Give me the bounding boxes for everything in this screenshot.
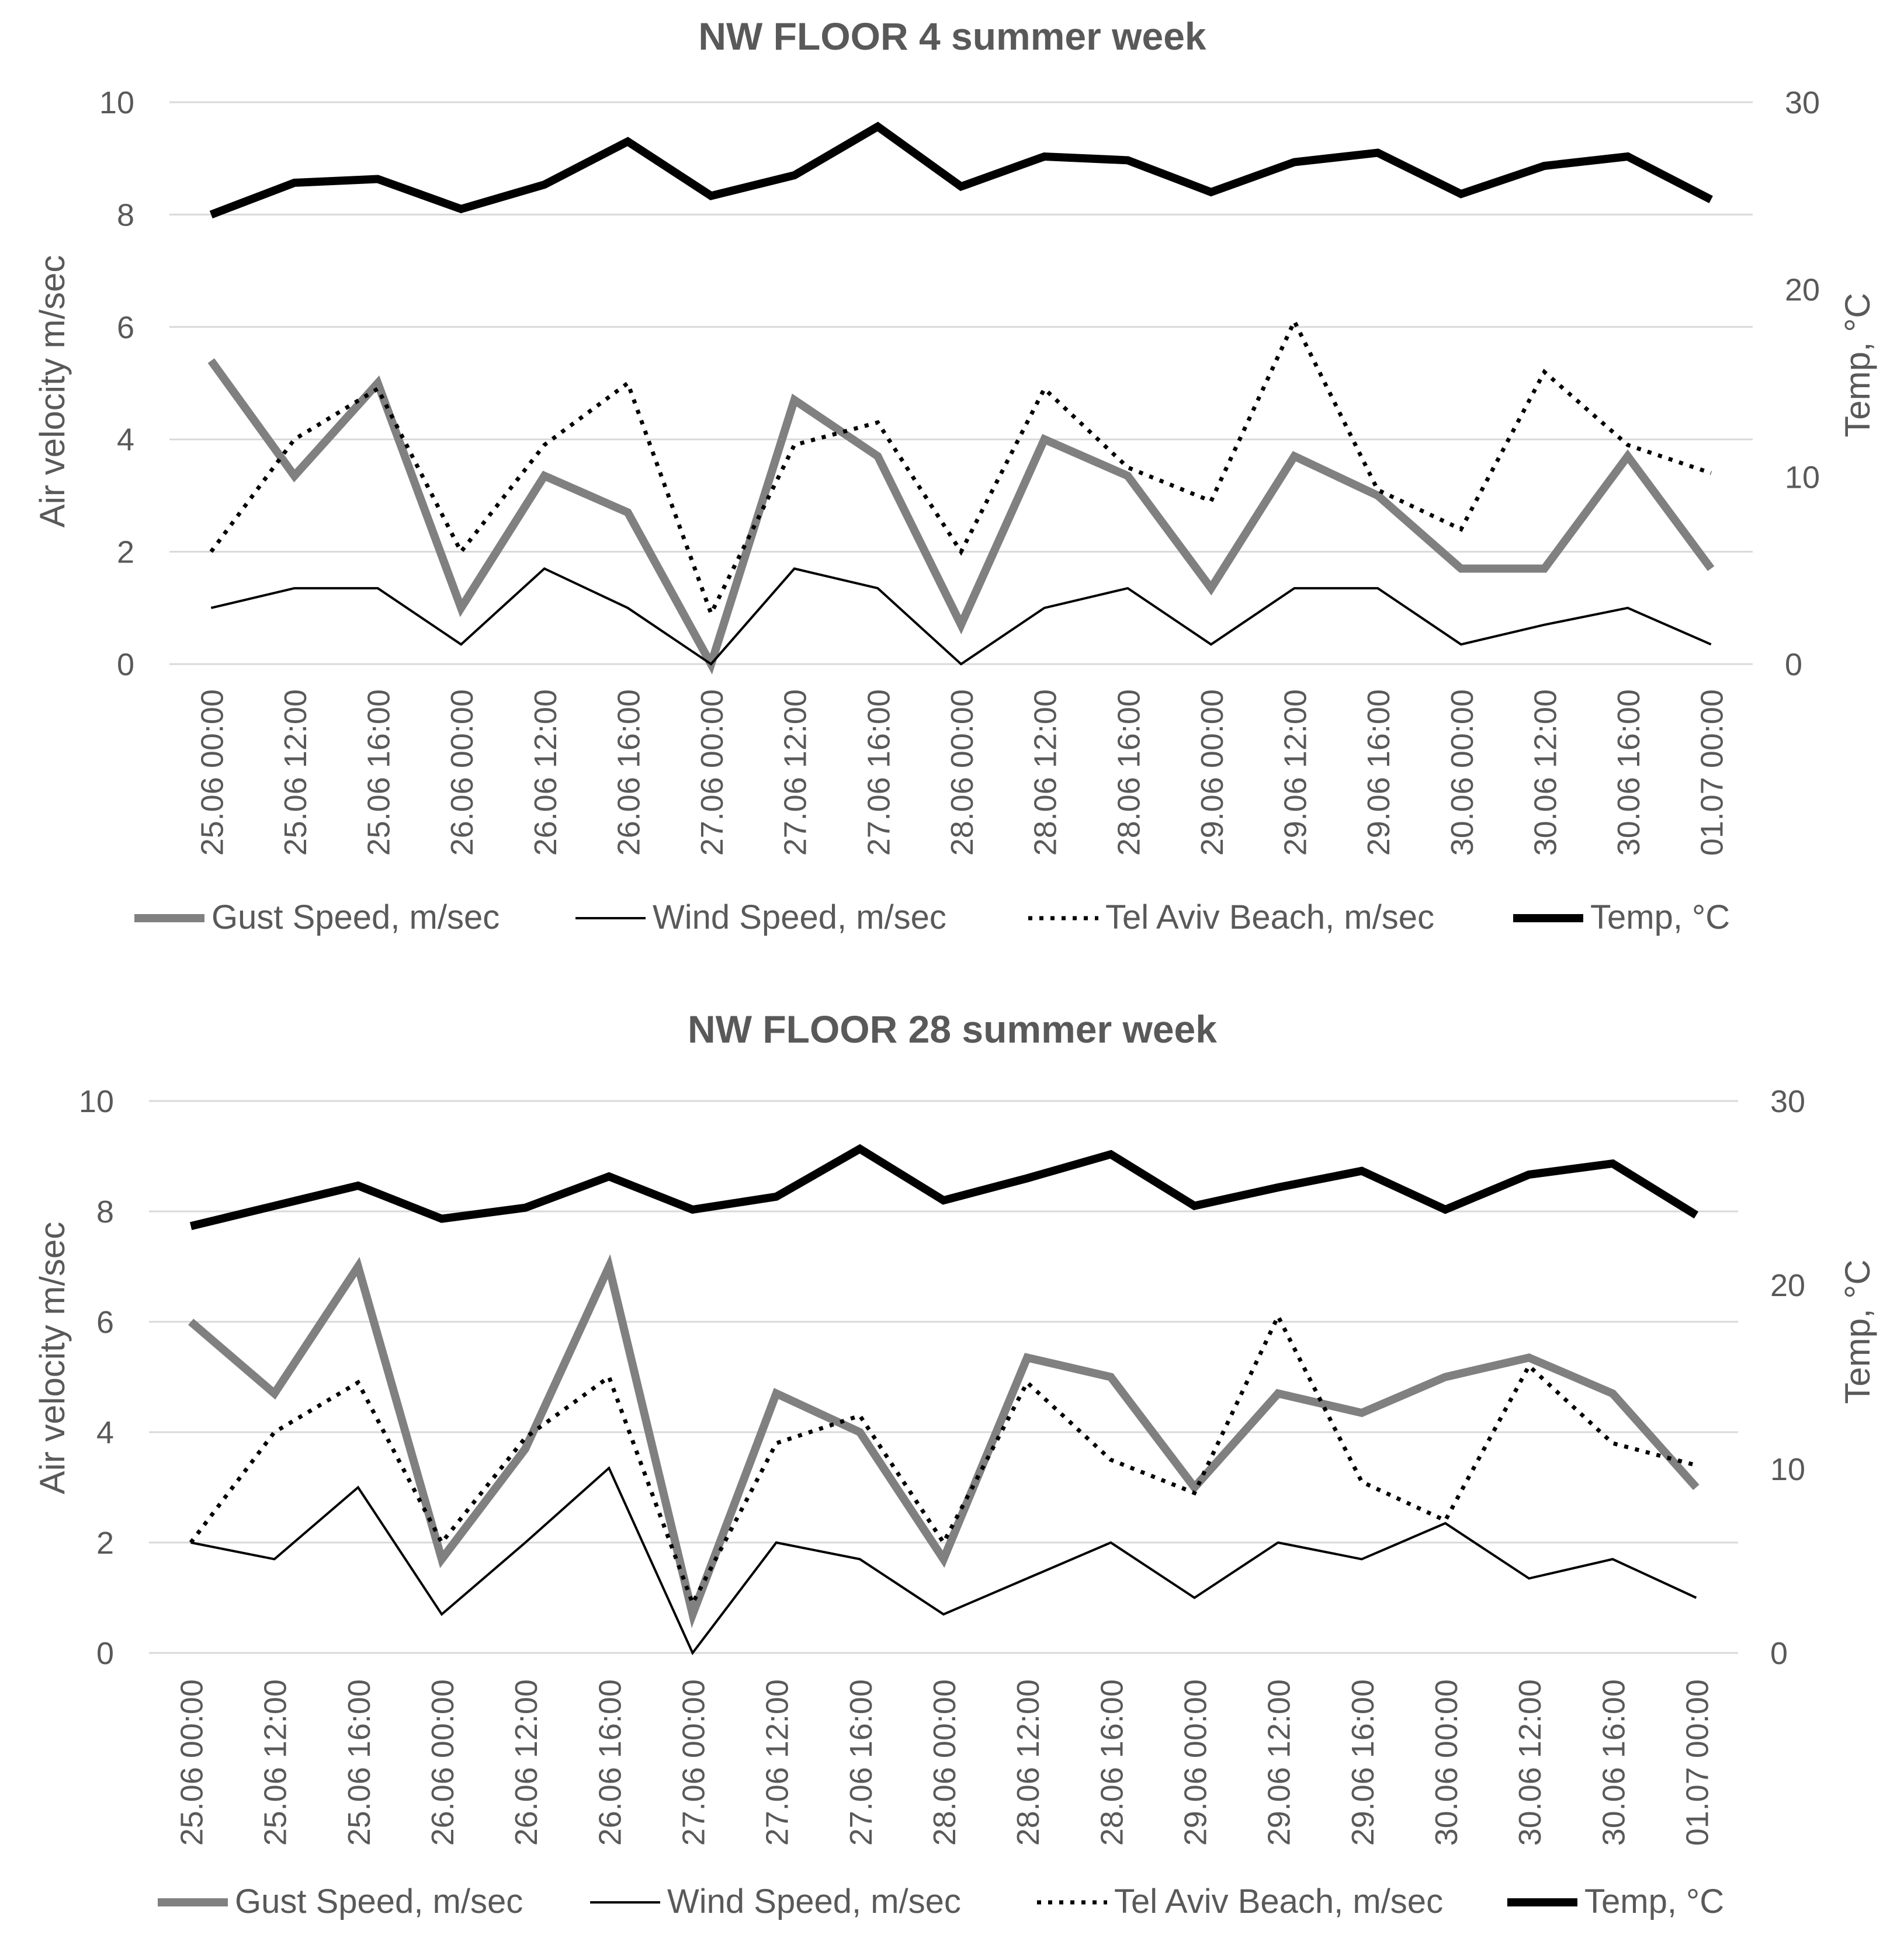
legend-label: Temp, °C: [1584, 1883, 1724, 1920]
x-tick-label: 29.06 12:00: [1278, 689, 1313, 856]
y-tick-label: 4: [96, 1415, 114, 1450]
x-tick-label: 25.06 12:00: [258, 1679, 293, 1846]
x-tick-label: 29.06 00:00: [1195, 689, 1230, 856]
x-tick-label: 28.06 00:00: [945, 689, 980, 856]
x-tick-label: 26.06 16:00: [611, 689, 646, 856]
series-line-0: [211, 361, 1711, 665]
x-tick-label: 30.06 12:00: [1528, 689, 1563, 856]
legend-label: Temp, °C: [1590, 898, 1730, 936]
x-tick-label: 28.06 12:00: [1011, 1679, 1046, 1846]
legend-label: Gust Speed, m/sec: [211, 898, 500, 936]
x-tick-label: 26.06 12:00: [509, 1679, 544, 1846]
y-tick-label: 0: [96, 1636, 114, 1671]
legend-label: Wind Speed, m/sec: [653, 898, 946, 936]
x-tick-label: 25.06 16:00: [342, 1679, 377, 1846]
chart-floor-4: NW FLOOR 4 summer week 0 2 4 6 8 10 0 10 20 30 A…: [0, 0, 1904, 972]
x-tick-label: 26.06 00:00: [425, 1679, 460, 1846]
x-tick-label: 28.06 16:00: [1094, 1679, 1129, 1846]
y-axis-label: Air velocity m/sec: [33, 255, 72, 528]
y-tick-label: 2: [96, 1526, 114, 1561]
x-tick-label: 28.06 12:00: [1028, 689, 1063, 856]
x-tick-label: 25.06 00:00: [175, 1679, 210, 1846]
y-tick-label: 0: [117, 647, 134, 682]
y-tick-label: 2: [117, 535, 134, 570]
x-tick-label: 27.06 16:00: [861, 689, 896, 856]
y2-tick-label: 0: [1785, 647, 1802, 682]
x-tick-label: 28.06 16:00: [1111, 689, 1146, 856]
x-tick-label: 01.07 00:00: [1695, 689, 1730, 856]
y-tick-label: 6: [117, 310, 134, 345]
x-tick-label: 27.06 12:00: [760, 1679, 795, 1846]
y-tick-label: 10: [99, 85, 134, 120]
y2-tick-label: 10: [1785, 460, 1820, 495]
y-axis-label: Air velocity m/sec: [33, 1222, 72, 1495]
x-tick-label: 30.06 00:00: [1429, 1679, 1464, 1846]
series-line-3: [191, 1149, 1697, 1226]
x-tick-label: 29.06 16:00: [1361, 689, 1396, 856]
x-tick-label: 25.06 12:00: [278, 689, 313, 856]
x-tick-label: 25.06 16:00: [362, 689, 397, 856]
y-tick-label: 8: [117, 197, 134, 232]
x-tick-label: 01.07 00:00: [1680, 1679, 1715, 1846]
x-tick-label: 26.06 16:00: [592, 1679, 627, 1846]
x-tick-label: 29.06 00:00: [1178, 1679, 1213, 1846]
x-tick-label: 30.06 16:00: [1611, 689, 1646, 856]
x-tick-label: 26.06 12:00: [528, 689, 563, 856]
x-tick-label: 27.06 00:00: [695, 689, 730, 856]
x-tick-label: 27.06 16:00: [844, 1679, 879, 1846]
y2-tick-label: 20: [1770, 1268, 1805, 1303]
y-tick-label: 8: [96, 1194, 114, 1229]
legend-label: Tel Aviv Beach, m/sec: [1114, 1883, 1443, 1920]
y-tick-label: 4: [117, 422, 134, 457]
x-tick-label: 29.06 12:00: [1262, 1679, 1297, 1846]
series-line-3: [211, 127, 1711, 215]
x-tick-label: 26.06 00:00: [445, 689, 480, 856]
y2-tick-label: 30: [1785, 85, 1820, 120]
y2-tick-label: 30: [1770, 1084, 1805, 1119]
y-tick-label: 6: [96, 1305, 114, 1340]
y2-tick-label: 10: [1770, 1452, 1805, 1487]
x-tick-label: 30.06 00:00: [1445, 689, 1480, 856]
y2-tick-label: 0: [1770, 1636, 1788, 1671]
x-tick-label: 29.06 16:00: [1345, 1679, 1381, 1846]
legend-label: Tel Aviv Beach, m/sec: [1105, 898, 1434, 936]
x-tick-label: 25.06 00:00: [195, 689, 230, 856]
x-tick-label: 27.06 12:00: [778, 689, 813, 856]
x-tick-label: 30.06 16:00: [1596, 1679, 1631, 1846]
chart-title: NW FLOOR 4 summer week: [698, 15, 1206, 58]
series-line-0: [191, 1267, 1697, 1614]
y2-tick-label: 20: [1785, 273, 1820, 308]
y-tick-label: 10: [79, 1084, 114, 1119]
x-tick-label: 30.06 12:00: [1513, 1679, 1548, 1846]
chart-title: NW FLOOR 28 summer week: [688, 1008, 1217, 1051]
x-tick-label: 27.06 00:00: [677, 1679, 712, 1846]
y2-axis-label: Temp, °C: [1838, 293, 1877, 437]
x-tick-label: 28.06 00:00: [927, 1679, 962, 1846]
legend-label: Wind Speed, m/sec: [667, 1883, 961, 1920]
y2-axis-label: Temp, °C: [1838, 1259, 1877, 1404]
legend-label: Gust Speed, m/sec: [235, 1883, 523, 1920]
